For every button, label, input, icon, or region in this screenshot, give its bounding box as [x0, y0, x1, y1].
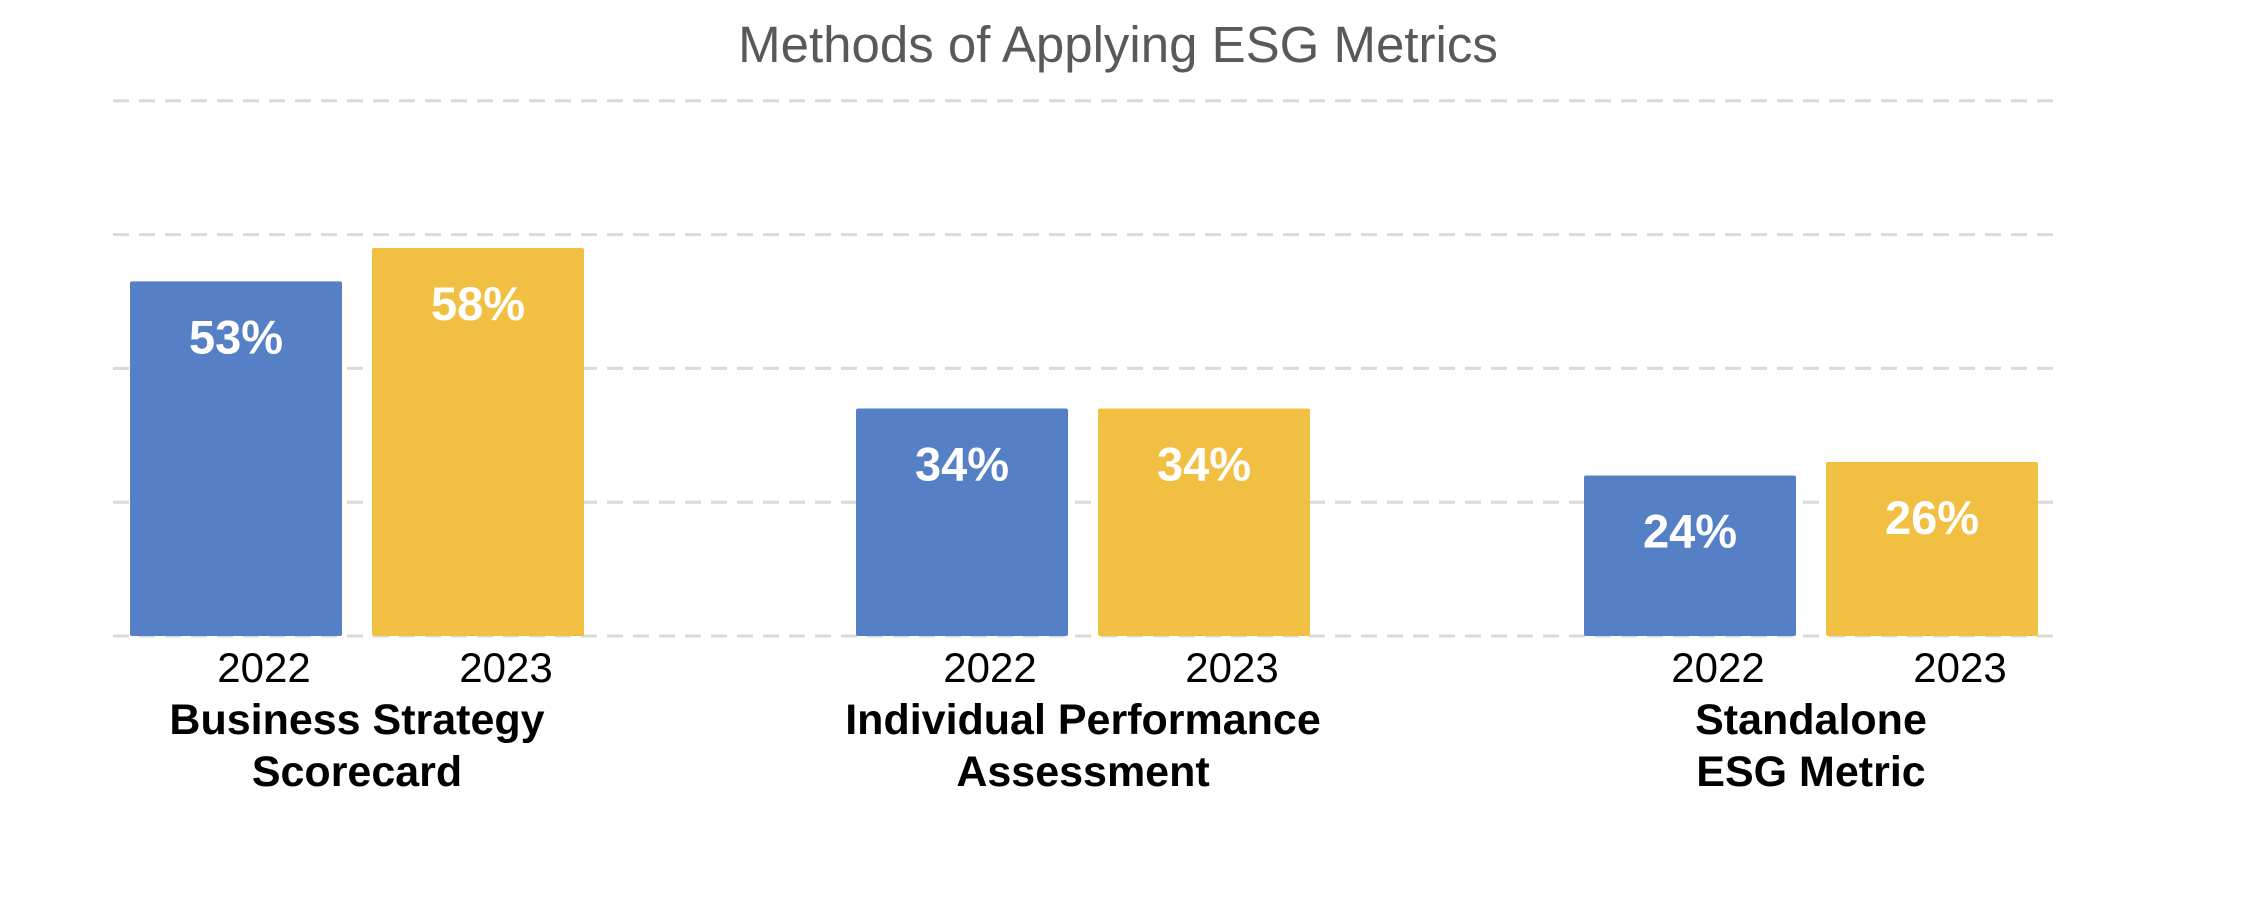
- bars: [130, 247, 2038, 637]
- year-tick-label: 2022: [217, 644, 310, 691]
- data-label: 26%: [1885, 491, 1979, 544]
- year-tick-label: 2023: [459, 644, 552, 691]
- category-label: Standalone: [1695, 696, 1927, 744]
- bar-2022: [1584, 475, 1796, 636]
- year-tick-label: 2022: [1671, 644, 1764, 691]
- bar-2022: [856, 408, 1068, 636]
- data-label: 53%: [189, 310, 283, 363]
- bar-2023: [372, 247, 584, 637]
- category-label: Scorecard: [252, 748, 462, 796]
- bar-2022: [130, 281, 342, 636]
- data-label: 34%: [915, 438, 1009, 491]
- category-label: Assessment: [956, 748, 1209, 796]
- bar-2023: [1826, 462, 2038, 636]
- chart-title: Methods of Applying ESG Metrics: [738, 16, 1498, 73]
- year-tick-label: 2023: [1913, 644, 2006, 691]
- year-tick-label: 2023: [1185, 644, 1278, 691]
- data-label: 34%: [1157, 438, 1251, 491]
- bar-2023: [1098, 408, 1310, 636]
- category-label: Business Strategy: [169, 696, 544, 744]
- data-label: 58%: [431, 277, 525, 330]
- category-label: ESG Metric: [1696, 748, 1925, 796]
- labels: 53% 2022 58% 2023 Business StrategyScorecard…: [169, 277, 2006, 796]
- year-tick-label: 2022: [943, 644, 1036, 691]
- data-label: 24%: [1643, 504, 1737, 557]
- category-label: Individual Performance: [845, 696, 1321, 744]
